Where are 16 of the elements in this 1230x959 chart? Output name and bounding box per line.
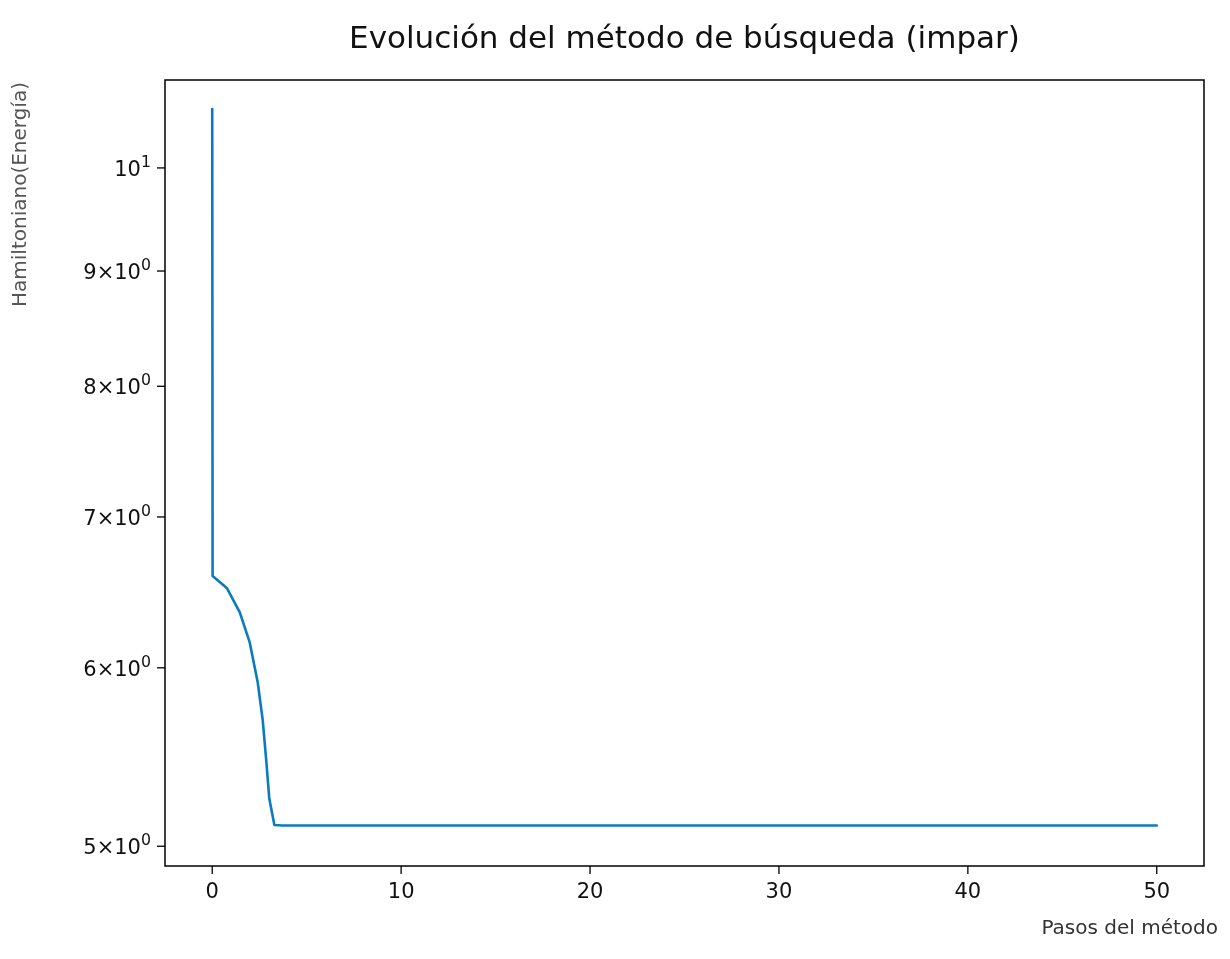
x-tick-label: 50	[1143, 879, 1171, 903]
y-tick-label: 10$^{1}$	[114, 151, 151, 181]
y-axis-title: Hamiltoniano(Energía)	[7, 82, 31, 307]
y-tick-label: 6×10$^{0}$	[83, 651, 151, 681]
x-tick-label: 20	[576, 879, 604, 903]
line-series	[210, 107, 1159, 827]
x-tick-label: 0	[205, 879, 219, 903]
chart-title: Evolución del método de búsqueda (impar)	[349, 19, 1020, 55]
y-tick-label: 8×10$^{0}$	[83, 369, 151, 400]
x-tick-label: 30	[765, 879, 793, 903]
y-tick-label: 7×10$^{0}$	[83, 500, 151, 530]
x-tick-label: 40	[954, 879, 982, 903]
y-tick-label: 9×10$^{0}$	[83, 254, 151, 285]
x-tick-label: 10	[387, 879, 415, 903]
x-axis-title: Pasos del método	[1041, 915, 1218, 939]
y-tick-label: 5×10$^{0}$	[83, 829, 151, 860]
